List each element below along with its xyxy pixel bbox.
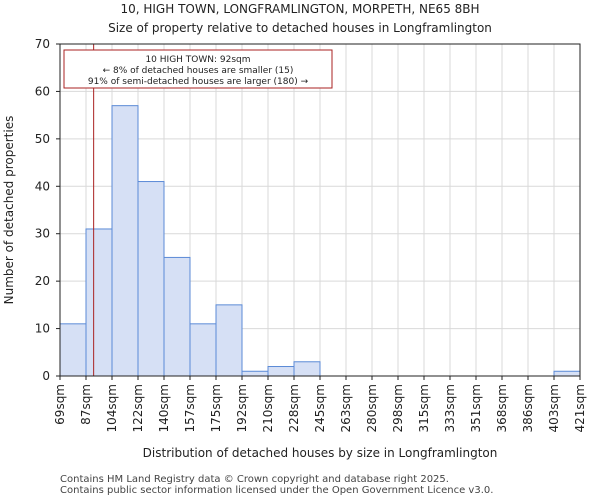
x-tick-label: 315sqm (417, 384, 431, 432)
x-axis-ticks: 69sqm 87sqm 104sqm 122sqm 140sqm 157sqm 175sqm… (53, 376, 587, 432)
bar (215, 304, 243, 377)
footer-copyright: Contains HM Land Registry data © Crown c… (60, 474, 449, 485)
bar (137, 181, 165, 377)
bar (163, 256, 191, 377)
y-tick-label: 10 (35, 322, 50, 336)
x-tick-label: 175sqm (209, 384, 223, 432)
bar (293, 361, 321, 377)
bar (189, 323, 217, 377)
annotation-box: 10 HIGH TOWN: 92sqm ← 8% of detached hou… (63, 49, 333, 89)
x-tick-label: 104sqm (105, 384, 119, 432)
x-axis-label: Distribution of detached houses by size … (143, 446, 498, 460)
x-tick-label: 368sqm (495, 384, 509, 432)
x-tick-label: 228sqm (287, 384, 301, 432)
annotation-line-1: 10 HIGH TOWN: 92sqm (145, 55, 250, 65)
y-tick-label: 30 (35, 227, 50, 241)
bar (267, 366, 295, 377)
x-tick-label: 140sqm (157, 384, 171, 432)
x-tick-label: 192sqm (235, 384, 249, 432)
x-tick-label: 403sqm (547, 384, 561, 432)
x-tick-label: 210sqm (261, 384, 275, 432)
footer-licence: Contains public sector information licen… (60, 485, 494, 496)
y-tick-label: 40 (35, 179, 50, 193)
x-tick-label: 157sqm (183, 384, 197, 432)
y-axis-label: Number of detached properties (2, 116, 16, 305)
bar (241, 370, 269, 377)
bar (553, 370, 581, 377)
x-tick-label: 87sqm (79, 384, 93, 425)
y-tick-label: 50 (35, 132, 50, 146)
chart-title: 10, HIGH TOWN, LONGFRAMLINGTON, MORPETH,… (120, 2, 479, 16)
bar (85, 228, 113, 377)
x-tick-label: 421sqm (573, 384, 587, 432)
bar (59, 323, 87, 377)
bar (111, 105, 139, 377)
annotation-frame (63, 49, 333, 89)
x-tick-label: 122sqm (131, 384, 145, 432)
x-tick-label: 245sqm (313, 384, 327, 432)
y-tick-label: 20 (35, 274, 50, 288)
x-tick-label: 263sqm (339, 384, 353, 432)
annotation-line-2: ← 8% of detached houses are smaller (15) (103, 66, 294, 76)
bars (59, 105, 581, 377)
x-tick-label: 69sqm (53, 384, 67, 425)
y-tick-label: 60 (35, 84, 50, 98)
y-axis-ticks: 0 10 20 30 40 50 60 70 (35, 37, 60, 383)
y-tick-label: 70 (35, 37, 50, 51)
annotation-line-3: 91% of semi-detached houses are larger (… (88, 77, 309, 87)
x-tick-label: 386sqm (521, 384, 535, 432)
x-tick-label: 280sqm (365, 384, 379, 432)
x-tick-label: 333sqm (443, 384, 457, 432)
chart-subtitle: Size of property relative to detached ho… (108, 21, 492, 35)
x-tick-label: 351sqm (469, 384, 483, 432)
y-tick-label: 0 (42, 369, 50, 383)
x-tick-label: 298sqm (391, 384, 405, 432)
